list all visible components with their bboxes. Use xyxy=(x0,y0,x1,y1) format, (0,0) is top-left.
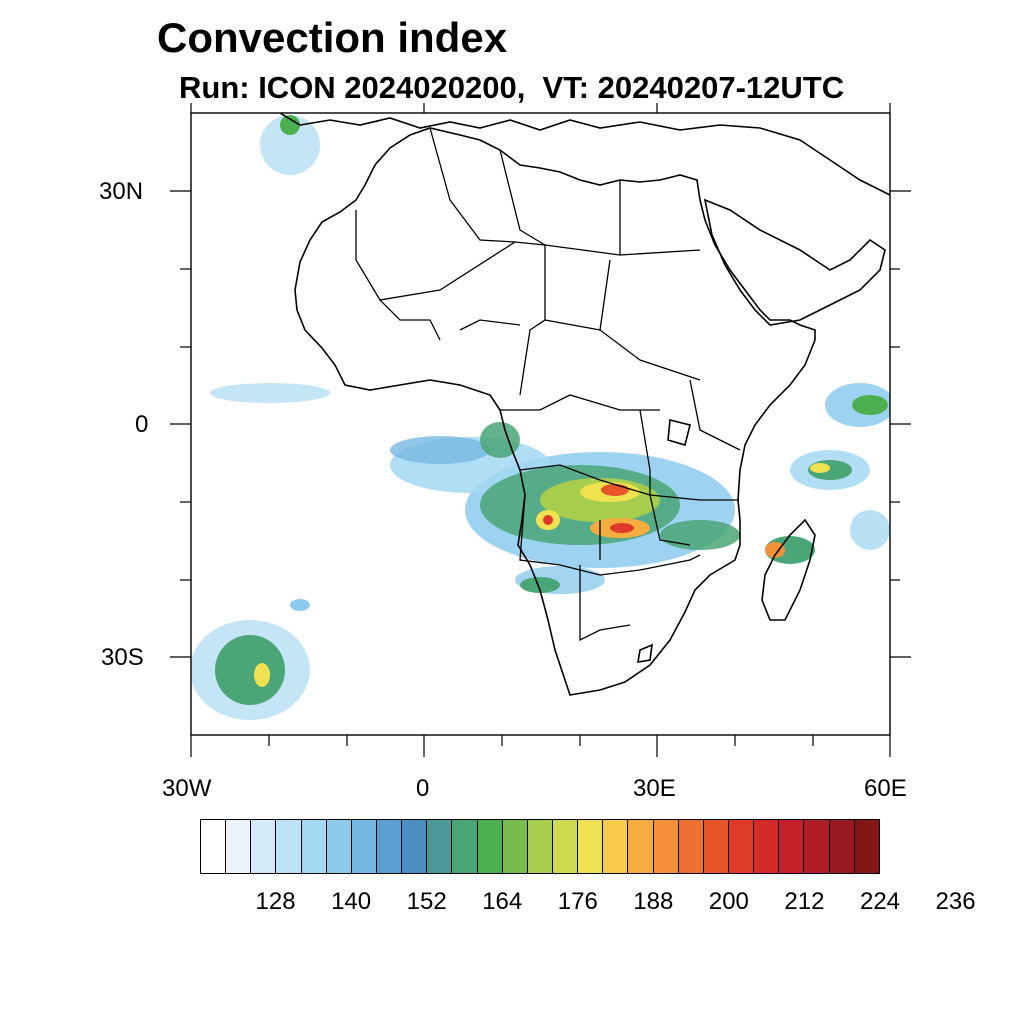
colorbar-swatch xyxy=(326,820,352,873)
colorbar-swatch xyxy=(703,820,729,873)
y-label-0: 0 xyxy=(135,411,149,438)
x-label-0: 0 xyxy=(416,775,430,802)
colorbar-swatch xyxy=(376,820,403,873)
colorbar-swatch xyxy=(578,820,604,873)
colorbar-swatch xyxy=(804,820,830,873)
x-label-60e: 60E xyxy=(864,775,907,802)
colorbar-swatch xyxy=(251,820,277,873)
colorbar-tick-label: 128 xyxy=(255,888,296,915)
colorbar-tick-label: 164 xyxy=(482,888,523,915)
colorbar-tick-label: 188 xyxy=(633,888,674,915)
colorbar-swatch xyxy=(854,820,879,873)
x-label-30e: 30E xyxy=(633,775,676,802)
colorbar-swatch xyxy=(728,820,755,873)
colorbar-swatch xyxy=(276,820,302,873)
colorbar-swatch xyxy=(603,820,629,873)
map-title: Convection index xyxy=(157,14,508,61)
convection-map xyxy=(170,103,911,757)
colorbar-tick-label: 236 xyxy=(935,888,976,915)
country-borders xyxy=(355,127,741,642)
colorbar-tick-label: 176 xyxy=(557,888,598,915)
colorbar-swatch xyxy=(628,820,654,873)
colorbar-swatch xyxy=(502,820,528,873)
colorbar-swatch xyxy=(552,820,579,873)
colorbar-swatch xyxy=(477,820,503,873)
colorbar-swatch xyxy=(402,820,428,873)
colorbar-swatch xyxy=(351,820,377,873)
y-label-30s: 30S xyxy=(101,644,144,671)
colorbar-swatch xyxy=(829,820,855,873)
colorbar-swatch xyxy=(527,820,553,873)
axis-ticks xyxy=(170,103,911,757)
coastlines xyxy=(279,113,890,696)
colorbar-swatch xyxy=(779,820,805,873)
colorbar-swatch xyxy=(226,820,252,873)
colorbar-tick-label: 212 xyxy=(784,888,825,915)
colorbar-swatch xyxy=(754,820,780,873)
x-label-30w: 30W xyxy=(162,775,212,802)
colorbar-tick-label: 200 xyxy=(708,888,749,915)
colorbar xyxy=(200,819,880,874)
colorbar-tick-label: 152 xyxy=(406,888,447,915)
colorbar-swatch xyxy=(201,820,227,873)
colorbar-tick-label: 140 xyxy=(331,888,372,915)
run-subtitle: Run: ICON 2024020200, VT: 20240207-12UTC xyxy=(179,70,845,105)
colorbar-swatch xyxy=(452,820,478,873)
y-label-30n: 30N xyxy=(99,178,144,205)
colorbar-tick-label: 224 xyxy=(859,888,901,915)
colorbar-swatch xyxy=(678,820,704,873)
colorbar-swatch xyxy=(653,820,679,873)
convection-field xyxy=(191,115,890,720)
colorbar-swatch xyxy=(427,820,453,873)
colorbar-swatch xyxy=(301,820,327,873)
